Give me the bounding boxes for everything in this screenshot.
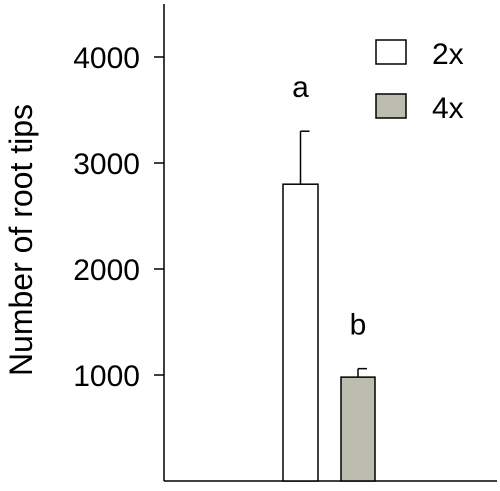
y-tick-label: 3000: [73, 148, 140, 181]
significance-label-4x: b: [350, 309, 367, 342]
y-tick-label: 1000: [73, 360, 140, 393]
legend-swatch-2x: [375, 39, 407, 65]
y-axis-title: Number of root tips: [3, 104, 39, 376]
legend-label-4x: 4x: [432, 92, 464, 125]
axes: [163, 4, 497, 482]
bar-2x: [282, 183, 319, 482]
significance-label-2x: a: [292, 71, 309, 104]
bars: ab: [282, 71, 376, 482]
y-tick-label: 2000: [73, 254, 140, 287]
y-tick-label: 4000: [73, 42, 140, 75]
legend-swatch-4x: [375, 93, 407, 119]
legend-label-2x: 2x: [432, 38, 464, 71]
y-axis-ticks: 1000 2000 3000 4000: [73, 42, 164, 393]
legend: 2x 4x: [375, 38, 464, 125]
bar-4x: [340, 376, 376, 482]
